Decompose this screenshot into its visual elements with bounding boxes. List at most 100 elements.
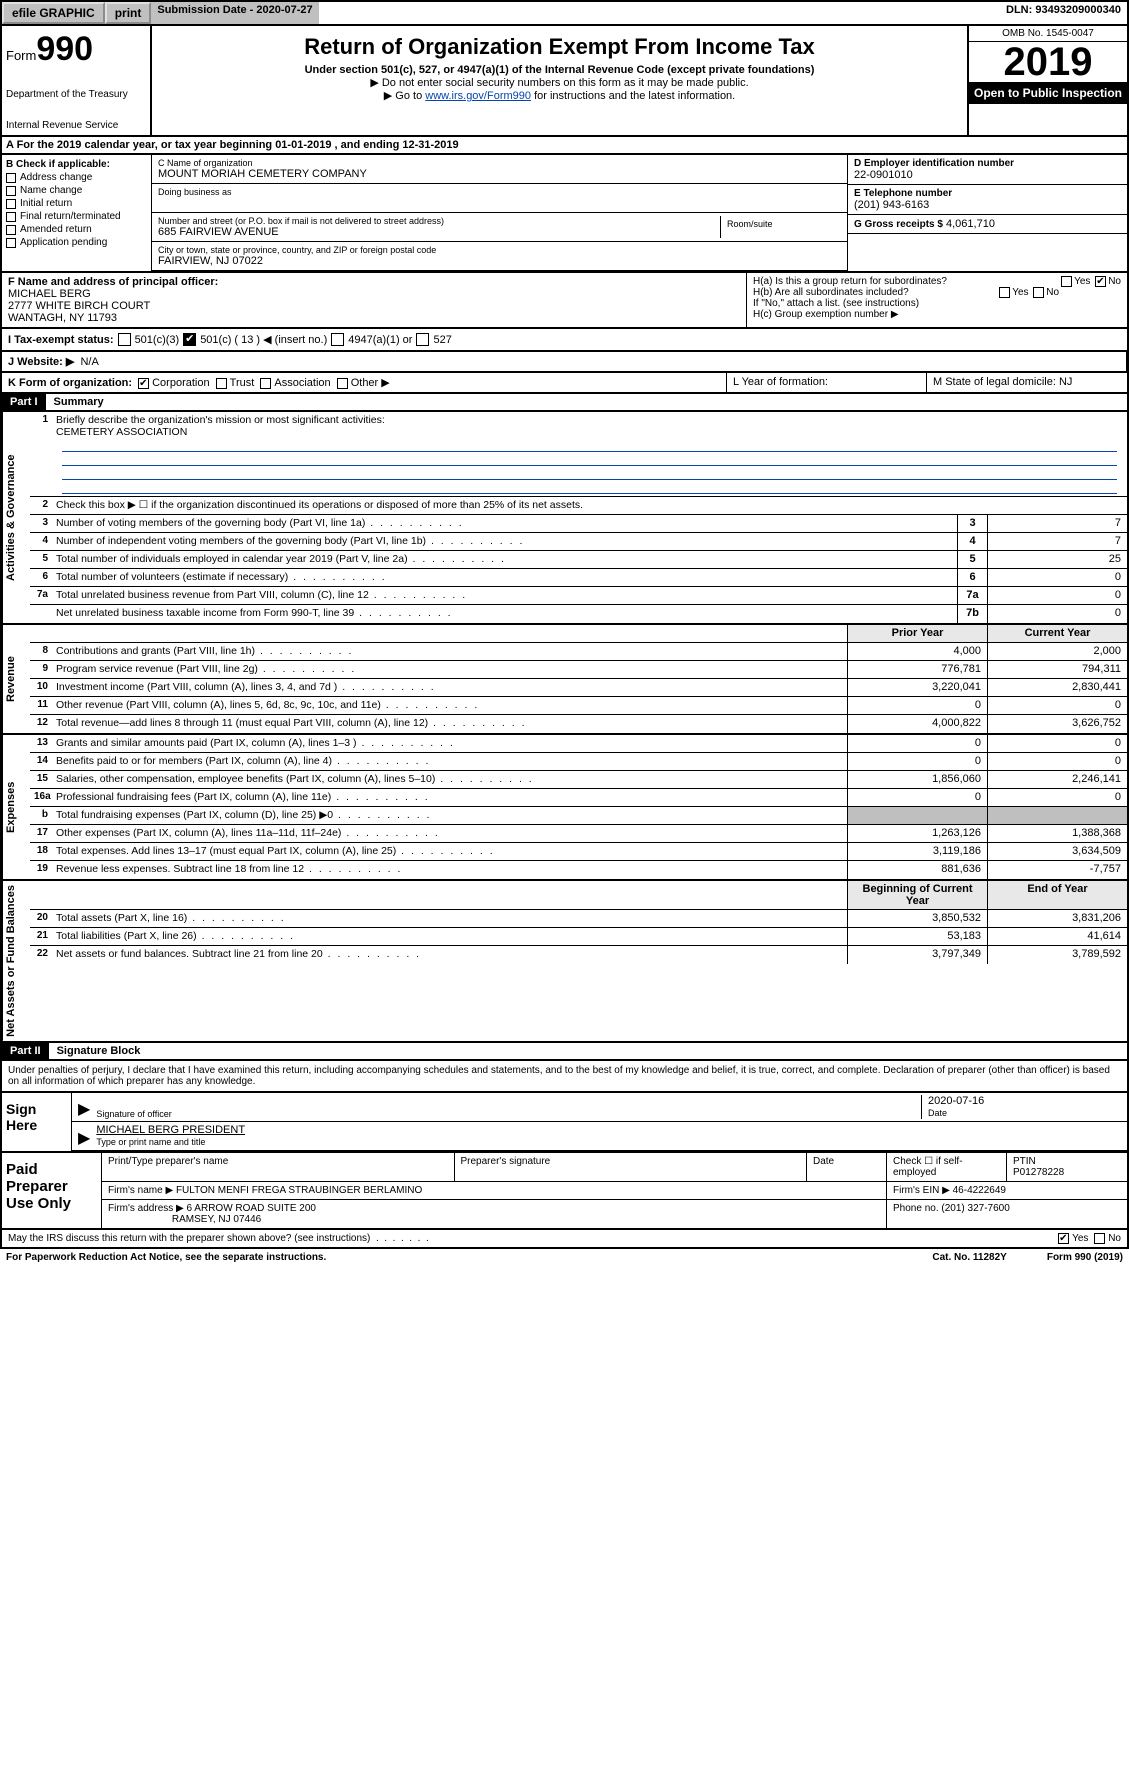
hb-note: If "No," attach a list. (see instruction… (753, 298, 1121, 309)
chk-527[interactable] (416, 333, 429, 346)
row-a-period: A For the 2019 calendar year, or tax yea… (0, 137, 1129, 155)
street-address: 685 FAIRVIEW AVENUE (158, 226, 720, 238)
ein-value: 22-0901010 (854, 169, 1121, 181)
hb-yes[interactable] (999, 287, 1010, 298)
chk-corporation[interactable] (138, 378, 149, 389)
org-name-label: C Name of organization (158, 158, 841, 168)
phone-label: E Telephone number (854, 188, 1121, 199)
form-label: Form (6, 48, 36, 63)
arrow-icon: ▶ (78, 1128, 90, 1148)
vtab-governance: Activities & Governance (2, 412, 30, 623)
firm-ein: 46-4222649 (953, 1185, 1006, 1196)
prep-sig-hdr: Preparer's signature (455, 1153, 808, 1181)
firm-name: FULTON MENFI FREGA STRAUBINGER BERLAMINO (176, 1185, 422, 1196)
sign-here-label: Sign Here (2, 1093, 72, 1151)
summary-row: 5Total number of individuals employed in… (30, 551, 1127, 569)
part1-header: Part I Summary (0, 394, 1129, 412)
summary-row: 18Total expenses. Add lines 13–17 (must … (30, 843, 1127, 861)
chk-name-change[interactable]: Name change (6, 185, 147, 196)
officer-name: MICHAEL BERG (8, 288, 740, 300)
discuss-no[interactable] (1094, 1233, 1105, 1244)
chk-final-return[interactable]: Final return/terminated (6, 211, 147, 222)
chk-trust[interactable] (216, 378, 227, 389)
section-net-assets: Net Assets or Fund Balances Beginning of… (0, 881, 1129, 1043)
paid-preparer-block: Paid Preparer Use Only Print/Type prepar… (0, 1153, 1129, 1230)
chk-other[interactable] (337, 378, 348, 389)
city-label: City or town, state or province, country… (158, 245, 841, 255)
vtab-revenue: Revenue (2, 625, 30, 733)
print-button[interactable]: print (105, 2, 152, 24)
form-note1: ▶ Do not enter social security numbers o… (160, 76, 959, 89)
firm-addr1: 6 ARROW ROAD SUITE 200 (187, 1203, 316, 1214)
gross-receipts-label: G Gross receipts $ (854, 219, 943, 230)
chk-amended[interactable]: Amended return (6, 224, 147, 235)
chk-501c3[interactable] (118, 333, 131, 346)
q2-label: Check this box ▶ ☐ if the organization d… (52, 497, 1127, 514)
chk-app-pending[interactable]: Application pending (6, 237, 147, 248)
city-state-zip: FAIRVIEW, NJ 07022 (158, 255, 841, 267)
officer-addr2: WANTAGH, NY 11793 (8, 312, 740, 324)
room-label: Room/suite (727, 219, 835, 229)
signer-name: MICHAEL BERG PRESIDENT (96, 1124, 245, 1136)
row-k-org-form: K Form of organization: Corporation Trus… (0, 373, 1129, 394)
cat-no: Cat. No. 11282Y (932, 1252, 1006, 1263)
perjury-statement: Under penalties of perjury, I declare th… (0, 1061, 1129, 1093)
gross-receipts-value: 4,061,710 (946, 218, 995, 230)
summary-row: 11Other revenue (Part VIII, column (A), … (30, 697, 1127, 715)
irs-link[interactable]: www.irs.gov/Form990 (425, 90, 531, 102)
summary-row: 3Number of voting members of the governi… (30, 515, 1127, 533)
summary-row: bTotal fundraising expenses (Part IX, co… (30, 807, 1127, 825)
part2-header: Part II Signature Block (0, 1043, 1129, 1061)
addr-label: Number and street (or P.O. box if mail i… (158, 216, 720, 226)
summary-row: 4Number of independent voting members of… (30, 533, 1127, 551)
hb-no[interactable] (1033, 287, 1044, 298)
form-number: 990 (36, 30, 93, 68)
col-beginning-year: Beginning of Current Year (847, 881, 987, 909)
arrow-icon: ▶ (78, 1099, 90, 1119)
tax-year: 2019 (969, 42, 1127, 82)
open-inspection: Open to Public Inspection (969, 82, 1127, 104)
signer-name-label: Type or print name and title (96, 1137, 205, 1147)
summary-row: 19Revenue less expenses. Subtract line 1… (30, 861, 1127, 879)
officer-addr1: 2777 WHITE BIRCH COURT (8, 300, 740, 312)
row-j-website: J Website: ▶ N/A (0, 352, 1129, 373)
website-value: N/A (80, 356, 98, 368)
sig-date: 2020-07-16 (928, 1095, 984, 1107)
dba-label: Doing business as (158, 187, 841, 197)
summary-row: 16aProfessional fundraising fees (Part I… (30, 789, 1127, 807)
summary-row: 15Salaries, other compensation, employee… (30, 771, 1127, 789)
ha-label: H(a) Is this a group return for subordin… (753, 276, 947, 287)
phone-value: (201) 943-6163 (854, 199, 1121, 211)
ein-label: D Employer identification number (854, 158, 1121, 169)
form-title: Return of Organization Exempt From Incom… (160, 34, 959, 60)
summary-row: 13Grants and similar amounts paid (Part … (30, 735, 1127, 753)
ha-no[interactable] (1095, 276, 1106, 287)
hb-label: H(b) Are all subordinates included? (753, 287, 909, 298)
prep-date-hdr: Date (807, 1153, 887, 1181)
vtab-net-assets: Net Assets or Fund Balances (2, 881, 30, 1041)
col-prior-year: Prior Year (847, 625, 987, 642)
q1-value: CEMETERY ASSOCIATION (56, 426, 187, 438)
sign-here-block: Sign Here ▶ Signature of officer 2020-07… (0, 1093, 1129, 1153)
summary-row: 8Contributions and grants (Part VIII, li… (30, 643, 1127, 661)
footer: For Paperwork Reduction Act Notice, see … (0, 1249, 1129, 1266)
chk-association[interactable] (260, 378, 271, 389)
section-revenue: Revenue Prior Year Current Year 8Contrib… (0, 625, 1129, 735)
prep-name-hdr: Print/Type preparer's name (102, 1153, 455, 1181)
discuss-yes[interactable] (1058, 1233, 1069, 1244)
summary-row: 22Net assets or fund balances. Subtract … (30, 946, 1127, 964)
sig-officer-label: Signature of officer (96, 1109, 921, 1119)
chk-initial-return[interactable]: Initial return (6, 198, 147, 209)
state-domicile: M State of legal domicile: NJ (927, 373, 1127, 392)
year-formation: L Year of formation: (727, 373, 927, 392)
chk-address-change[interactable]: Address change (6, 172, 147, 183)
ha-yes[interactable] (1061, 276, 1072, 287)
efile-button[interactable]: efile GRAPHIC (2, 2, 105, 24)
chk-501c[interactable] (183, 333, 196, 346)
chk-4947[interactable] (331, 333, 344, 346)
section-expenses: Expenses 13Grants and similar amounts pa… (0, 735, 1129, 881)
tax-exempt-status: I Tax-exempt status: 501(c)(3) 501(c) ( … (0, 329, 1129, 352)
form-header: Form990 Department of the Treasury Inter… (0, 26, 1129, 137)
dept-irs: Internal Revenue Service (6, 120, 146, 131)
dept-treasury: Department of the Treasury (6, 89, 146, 100)
